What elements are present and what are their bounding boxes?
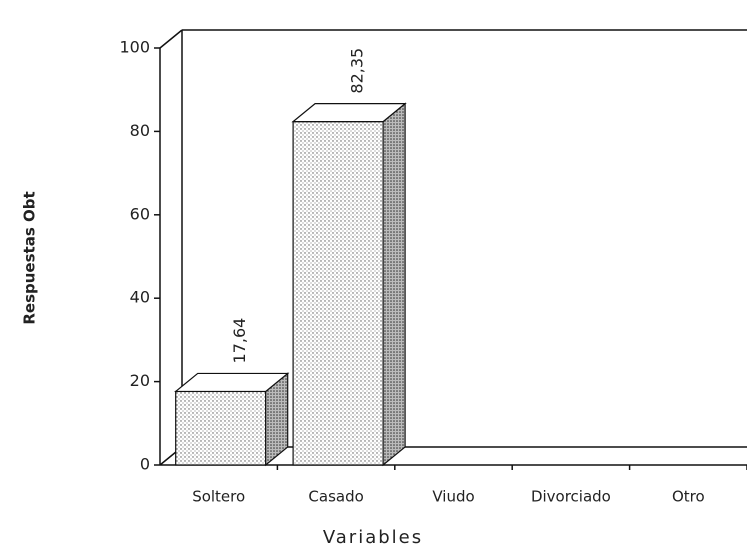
x-axis-title: Variables [323, 527, 423, 548]
y-axis-top [159, 29, 183, 49]
x-tick-label: Divorciado [531, 488, 611, 506]
x-tick-label: Casado [308, 488, 363, 506]
bar [174, 372, 290, 467]
x-tick-label: Otro [672, 488, 705, 506]
y-tick-label: 40 [130, 288, 150, 307]
bar [291, 102, 407, 467]
y-tick-label: 100 [119, 38, 150, 57]
x-tick-label: Viudo [432, 488, 474, 506]
y-axis-title: Respuestas Obt [21, 191, 39, 324]
x-tick-label: Soltero [192, 488, 245, 506]
data-label: 82,35 [348, 48, 367, 94]
y-tick-label: 20 [130, 371, 150, 390]
data-label: 17,64 [230, 318, 249, 364]
y-tick-label: 60 [130, 204, 150, 223]
y-tick-label: 0 [140, 455, 150, 474]
y-tick-label: 80 [130, 121, 150, 140]
